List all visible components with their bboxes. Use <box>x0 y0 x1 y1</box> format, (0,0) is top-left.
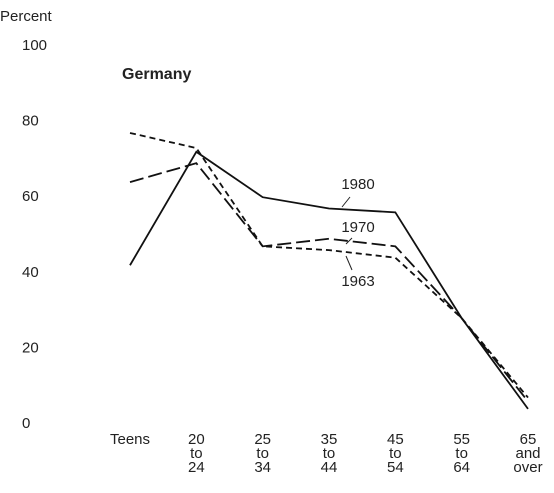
series-label: 1970 <box>341 219 374 236</box>
y-tick-label: 80 <box>22 113 39 130</box>
y-tick-label: 40 <box>22 264 39 281</box>
series-line <box>129 162 529 402</box>
series-label: 1963 <box>341 273 374 290</box>
x-tick-label: 65 and over <box>513 431 542 476</box>
series-line <box>129 132 529 399</box>
x-tick-label: 55 to 64 <box>453 431 470 476</box>
leader-line <box>345 255 353 271</box>
x-tick-label: 20 to 24 <box>188 431 205 476</box>
x-tick-label: 25 to 34 <box>254 431 271 476</box>
leader-line <box>341 196 351 208</box>
y-tick-label: 60 <box>22 188 39 205</box>
chart-title: Germany <box>122 66 191 83</box>
y-tick-label: 0 <box>22 415 30 432</box>
x-tick-label: Teens <box>110 431 150 448</box>
y-tick-label: 100 <box>22 37 47 54</box>
series-line <box>129 150 529 410</box>
x-tick-label: 35 to 44 <box>321 431 338 476</box>
series-label: 1980 <box>341 176 374 193</box>
leader-line <box>345 237 353 245</box>
y-tick-label: 20 <box>22 339 39 356</box>
x-tick-label: 45 to 54 <box>387 431 404 476</box>
y-axis-label: Percent <box>0 8 53 25</box>
